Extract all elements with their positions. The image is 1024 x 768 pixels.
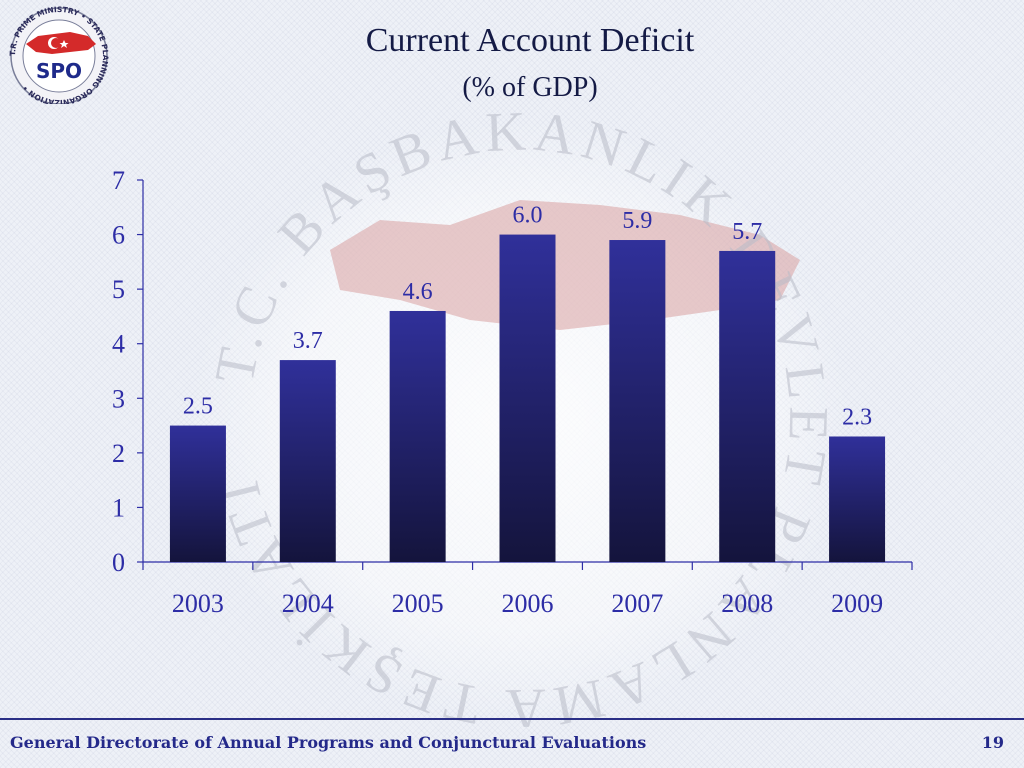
- y-tick-label: 5: [112, 275, 125, 304]
- data-label: 6.0: [513, 203, 543, 229]
- y-tick-label: 4: [112, 330, 125, 359]
- bar: [499, 234, 556, 563]
- x-tick-label: 2009: [831, 589, 883, 618]
- x-tick-label: 2006: [502, 589, 554, 618]
- page-number: 19: [981, 733, 1004, 752]
- svg-text:SPO: SPO: [36, 59, 82, 83]
- data-label: 5.9: [622, 208, 652, 234]
- x-tick-label: 2005: [392, 589, 444, 618]
- data-label: 2.3: [842, 404, 872, 430]
- page-title: Current Account Deficit: [365, 22, 695, 59]
- y-tick-label: 3: [112, 384, 125, 413]
- footer-text: General Directorate of Annual Programs a…: [10, 733, 647, 752]
- data-label: 4.6: [403, 279, 433, 305]
- data-label: 5.7: [732, 219, 762, 245]
- page-subtitle: (% of GDP): [462, 72, 598, 103]
- y-tick-label: 2: [112, 439, 125, 468]
- data-label: 3.7: [293, 328, 323, 354]
- x-tick-label: 2007: [611, 589, 663, 618]
- spo-logo: SPO T.R. PRIME MINISTRY • STATE PLANNING…: [4, 4, 114, 107]
- footer-divider: [0, 718, 1024, 720]
- y-tick-label: 7: [112, 166, 125, 195]
- bar: [609, 240, 666, 562]
- x-tick-label: 2004: [282, 589, 334, 618]
- data-label: 2.5: [183, 394, 213, 420]
- spo-logo-icon: SPO T.R. PRIME MINISTRY • STATE PLANNING…: [8, 5, 110, 107]
- x-tick-label: 2003: [172, 589, 224, 618]
- y-tick-label: 0: [112, 548, 125, 577]
- y-tick-label: 6: [112, 221, 125, 250]
- bar: [279, 360, 336, 562]
- bar: [829, 436, 886, 562]
- y-tick-label: 1: [112, 493, 125, 522]
- bar: [389, 310, 446, 562]
- x-tick-label: 2008: [721, 589, 773, 618]
- bar: [169, 425, 226, 562]
- bar: [719, 250, 776, 562]
